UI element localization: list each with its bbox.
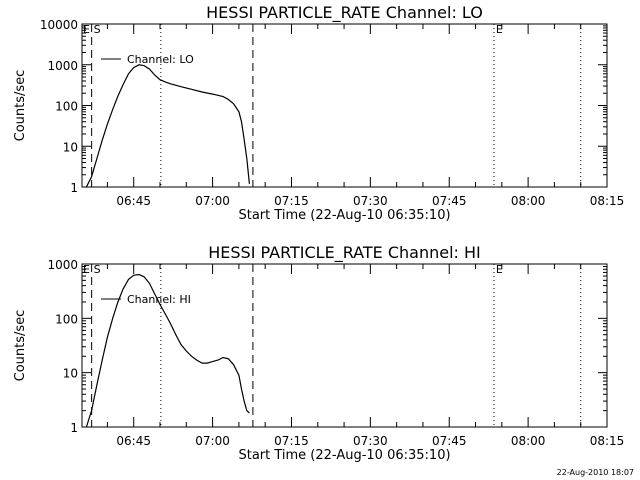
x-tick-label: 08:00: [511, 434, 546, 448]
y-tick-label: 1000: [47, 59, 78, 73]
chart-panel-2: HESSI PARTICLE_RATE Channel: HI 1 10 100 100…: [13, 243, 624, 463]
x-tick-label: 08:15: [590, 434, 625, 448]
x-tick-label: 07:00: [195, 434, 230, 448]
x-axis-label: Start Time (22-Aug-10 06:35:10): [238, 208, 450, 223]
x-tick-label: 06:45: [116, 434, 151, 448]
y-tick-label: 10: [63, 140, 78, 154]
y-tick-label: 1: [70, 421, 78, 435]
x-tick-label: 07:15: [274, 434, 309, 448]
x-tick-label: 07:30: [353, 194, 388, 208]
corner-mark-label: E: [83, 23, 90, 36]
marker-label: S: [94, 23, 101, 36]
marker-label: E: [496, 23, 503, 36]
marker-label: S: [94, 263, 101, 276]
y-axis-label: Counts/sec: [13, 70, 28, 142]
y-tick-label: 100: [55, 100, 78, 114]
x-tick-label: 07:45: [432, 434, 467, 448]
series-line: [85, 273, 250, 428]
chart-title: HESSI PARTICLE_RATE Channel: HI: [208, 243, 481, 263]
y-tick-label: 100: [55, 312, 78, 326]
x-tick-label: 07:15: [274, 194, 309, 208]
x-tick-label: 08:00: [511, 194, 546, 208]
y-tick-label: 10: [63, 367, 78, 381]
chart-title: HESSI PARTICLE_RATE Channel: LO: [206, 3, 483, 23]
series-line: [85, 64, 250, 188]
marker-label: E: [496, 263, 503, 276]
y-axis-label: Counts/sec: [13, 310, 28, 382]
x-tick-label: 07:30: [353, 434, 388, 448]
plot-timestamp: 22-Aug-2010 18:07: [556, 468, 634, 477]
legend-label: Channel: HI: [127, 293, 191, 306]
corner-mark-label: E: [83, 263, 90, 276]
y-tick-label: 1000: [47, 258, 78, 272]
x-tick-label: 06:45: [116, 194, 151, 208]
x-tick-label: 08:15: [590, 194, 625, 208]
x-tick-label: 07:00: [195, 194, 230, 208]
y-tick-label: 10000: [40, 18, 78, 32]
x-axis-label: Start Time (22-Aug-10 06:35:10): [238, 448, 450, 463]
chart-panel-1: HESSI PARTICLE_RATE Channel: LO 1 10 100 100…: [13, 3, 624, 223]
y-tick-label: 1: [70, 181, 78, 195]
legend-label: Channel: LO: [127, 53, 194, 66]
x-tick-label: 07:45: [432, 194, 467, 208]
